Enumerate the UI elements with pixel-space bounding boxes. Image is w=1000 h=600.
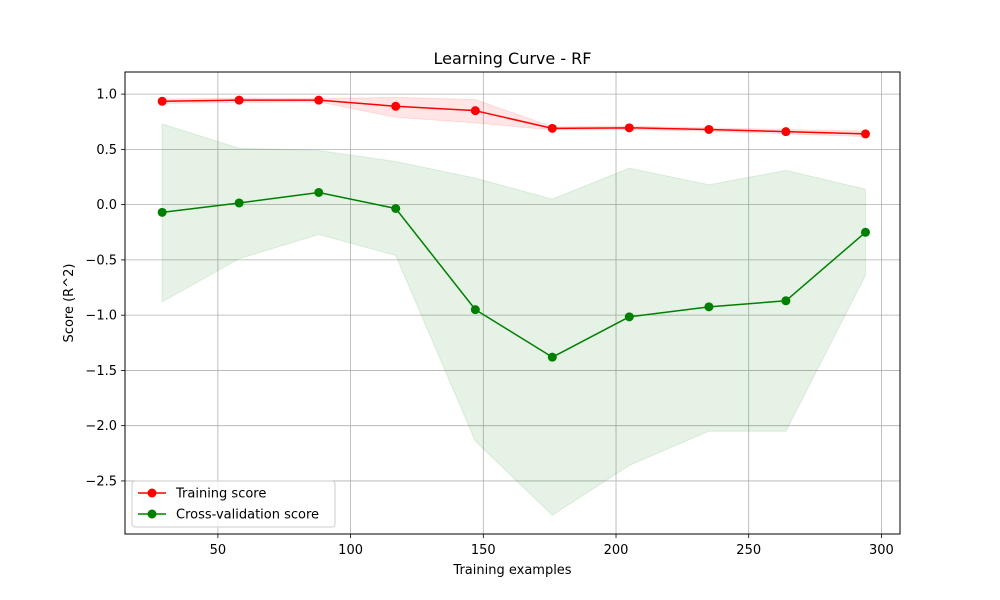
legend-label-training: Training score — [175, 487, 266, 502]
training-score-point — [470, 106, 480, 116]
y-tick-label: −0.5 — [85, 253, 117, 268]
x-tick-label: 300 — [869, 543, 894, 558]
y-tick-label: −2.5 — [85, 474, 117, 489]
grid — [125, 72, 900, 534]
training-score-point — [704, 124, 714, 134]
cross-validation-score-point — [157, 207, 167, 217]
confidence-bands — [161, 96, 866, 516]
training-score-point — [781, 127, 791, 137]
cross-validation-score-point — [624, 312, 634, 322]
cross-validation-score-line — [162, 191, 866, 358]
y-tick-label: 1.0 — [96, 88, 117, 103]
cross-validation-score-point — [314, 187, 324, 197]
cross-validation-score-point — [704, 302, 714, 312]
training-score-point — [314, 95, 324, 105]
training-score-point — [234, 95, 244, 105]
x-tick-label: 150 — [471, 543, 496, 558]
y-tick-label: 0.0 — [96, 198, 117, 213]
x-tick-label: 250 — [736, 543, 761, 558]
legend-box — [131, 480, 336, 528]
training-score-line — [162, 99, 866, 135]
training-score-point — [391, 101, 401, 111]
cross-validation-score-band — [161, 123, 866, 516]
series-points — [157, 95, 870, 362]
chart-title: Learning Curve - RF — [433, 49, 591, 68]
cross-validation-score-point — [547, 352, 557, 362]
y-tick-label: 0.5 — [96, 143, 117, 158]
cross-validation-score-point — [860, 227, 870, 237]
y-axis-ticks: 1.0 0.5 0.0 −0.5 −1.0 −1.5 −2.0 −2.5 — [85, 88, 125, 489]
cross-validation-score-point — [470, 305, 480, 315]
training-score-point — [860, 129, 870, 139]
training-score-point — [157, 96, 167, 106]
x-axis-label: Training examples — [452, 563, 571, 578]
plot-area-frame — [124, 71, 901, 535]
cross-validation-score-point — [234, 198, 244, 208]
y-tick-label: −1.5 — [85, 364, 117, 379]
legend-swatch-cv-marker — [147, 509, 157, 519]
series-lines — [162, 99, 866, 358]
cross-validation-score-point — [781, 296, 791, 306]
y-tick-label: −2.0 — [85, 419, 117, 434]
training-score-point — [624, 123, 634, 133]
legend: Training score Cross-validation score — [131, 480, 336, 528]
cross-validation-score-point — [391, 204, 401, 213]
x-tick-label: 50 — [210, 543, 227, 558]
x-tick-label: 200 — [604, 543, 629, 558]
training-score-point — [547, 123, 557, 133]
y-axis-label: Score (R^2) — [62, 264, 77, 343]
y-tick-label: −1.0 — [85, 309, 117, 324]
x-tick-label: 100 — [338, 543, 363, 558]
legend-label-cross-validation: Cross-validation score — [176, 508, 319, 523]
legend-swatch-training-marker — [147, 488, 157, 498]
x-axis-ticks: 50 100 150 200 250 300 — [210, 534, 894, 558]
